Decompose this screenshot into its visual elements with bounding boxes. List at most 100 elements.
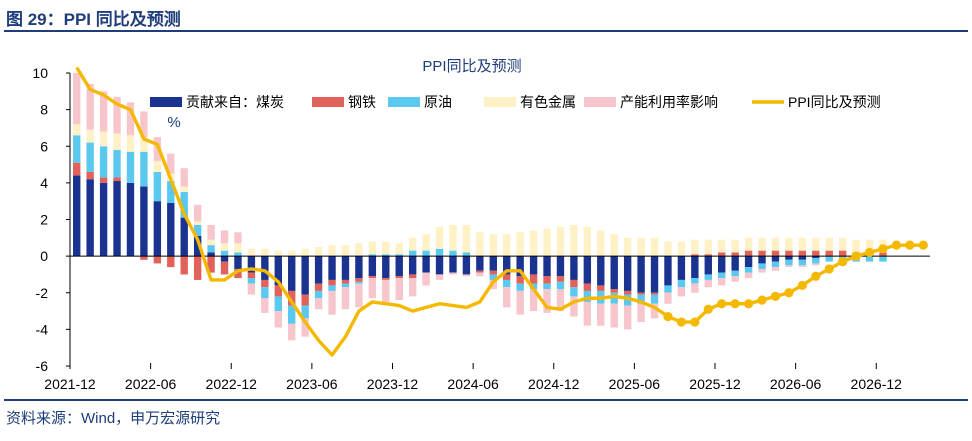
bar-steel <box>207 256 215 273</box>
bar-nonferrous <box>744 237 753 251</box>
bar-crude <box>395 254 403 257</box>
bar-coal <box>812 256 820 258</box>
bar-crude <box>879 256 887 262</box>
chart-title: PPI同比及预测 <box>422 58 521 75</box>
bar-nonferrous <box>503 234 511 257</box>
bar-steel <box>838 250 847 257</box>
bar-capacity <box>247 283 256 295</box>
bar-crude <box>113 149 121 178</box>
bar-steel <box>99 177 108 183</box>
ppi-forecast-point <box>811 271 821 281</box>
ppi-forecast-point <box>864 247 875 258</box>
y-tick-label: -4 <box>36 321 49 337</box>
bar-nonferrous <box>274 250 282 257</box>
bar-capacity <box>677 287 686 297</box>
header-rule <box>4 30 968 32</box>
bar-capacity <box>556 289 565 312</box>
bar-crude <box>798 259 807 266</box>
bar-capacity <box>543 289 551 313</box>
bar-capacity <box>355 283 363 308</box>
bar-steel <box>180 256 188 275</box>
bar-crude <box>556 281 565 290</box>
bar-coal <box>664 256 672 286</box>
bar-steel <box>382 278 390 280</box>
bar-coal <box>368 256 377 277</box>
bar-capacity <box>382 279 390 302</box>
x-tick-label: 2026-06 <box>770 376 822 392</box>
bar-steel <box>355 278 363 282</box>
bar-capacity <box>516 290 524 315</box>
bar-steel <box>704 254 712 257</box>
bar-nonferrous <box>650 237 659 257</box>
bar-coal <box>180 217 188 257</box>
bar-crude <box>435 248 444 257</box>
bar-crude <box>234 252 242 257</box>
bar-steel <box>529 274 538 284</box>
bar-nonferrous <box>288 250 296 257</box>
bar-steel <box>570 279 578 288</box>
bar-steel <box>718 252 726 257</box>
bar-coal <box>274 256 282 286</box>
bar-crude <box>382 254 390 257</box>
bar-nonferrous <box>368 241 377 255</box>
bar-crude <box>220 250 229 257</box>
bar-capacity <box>731 276 739 282</box>
y-tick-label: 10 <box>32 65 48 81</box>
bar-capacity <box>529 289 538 312</box>
bar-coal <box>86 179 94 257</box>
bar-nonferrous <box>865 239 874 253</box>
ppi-chart: -6 -4 -2 0 2 4 6 8 10 2021-12 2022-06 2022-12 2023-0… <box>32 58 930 392</box>
bar-nonferrous <box>193 221 202 225</box>
bar-coal <box>623 256 632 291</box>
bar-steel <box>637 292 645 295</box>
bar-nonferrous <box>583 226 592 257</box>
ppi-forecast-point <box>676 317 687 327</box>
ppi-line-layer <box>75 66 928 357</box>
bar-nonferrous <box>731 239 739 253</box>
bar-steel <box>140 256 148 260</box>
legend-label-ppi: PPI同比及预测 <box>788 94 881 110</box>
bar-crude <box>261 287 269 299</box>
bar-coal <box>99 182 108 257</box>
bar-crude <box>86 142 94 172</box>
bar-coal <box>476 256 484 271</box>
bar-capacity <box>113 96 121 134</box>
bar-crude <box>825 256 833 262</box>
bar-nonferrous <box>86 129 94 143</box>
bar-crude <box>758 263 766 269</box>
bar-crude <box>422 250 430 257</box>
bar-steel <box>234 268 242 279</box>
bar-capacity <box>570 296 578 317</box>
bar-coal <box>744 256 753 268</box>
bar-nonferrous <box>261 248 269 257</box>
bar-coal <box>529 256 538 275</box>
bar-capacity <box>341 287 350 310</box>
bar-capacity <box>73 73 81 125</box>
bar-steel <box>812 250 820 257</box>
bar-crude <box>623 294 632 306</box>
bar-capacity <box>220 230 229 244</box>
bar-steel <box>691 254 699 257</box>
y-tick-label: 6 <box>40 138 48 154</box>
bar-nonferrous <box>449 224 457 251</box>
bar-coal <box>637 256 645 293</box>
legend-swatch-nonferrous <box>484 97 516 107</box>
bar-steel <box>395 276 403 279</box>
bar-nonferrous <box>637 237 645 257</box>
bar-coal <box>301 256 309 295</box>
bar-capacity <box>288 323 296 341</box>
bar-capacity <box>449 272 457 275</box>
bar-crude <box>368 254 377 257</box>
bar-capacity <box>261 298 269 313</box>
bar-crude <box>785 259 793 266</box>
bar-steel <box>744 250 753 257</box>
bar-steel <box>301 294 309 306</box>
bar-coal <box>691 256 699 279</box>
bar-steel <box>556 276 565 282</box>
bar-capacity <box>435 274 444 280</box>
bar-nonferrous <box>220 243 229 251</box>
bar-crude <box>180 192 188 218</box>
bar-nonferrous <box>301 248 309 257</box>
bar-coal <box>167 203 175 257</box>
bar-crude <box>247 278 256 284</box>
